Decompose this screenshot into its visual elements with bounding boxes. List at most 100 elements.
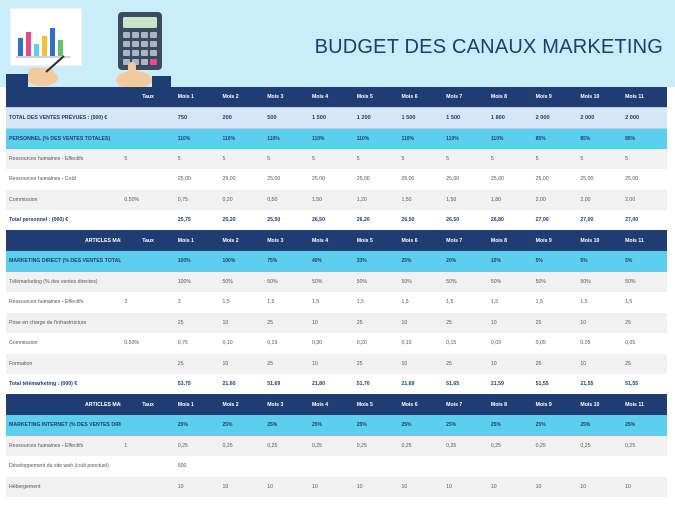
row-value: 27,00 <box>532 210 578 231</box>
row-value: 0,25 <box>398 435 444 456</box>
row-taux <box>121 456 175 477</box>
row-value: 53,75 <box>174 374 220 395</box>
row-value: 0,25 <box>577 435 623 456</box>
row-taux <box>121 374 175 395</box>
row-value: 0,20 <box>353 333 399 354</box>
row-value: 25% <box>398 415 444 436</box>
row-value <box>443 456 488 477</box>
row-value: 5 <box>219 148 265 169</box>
row-value: 10 <box>622 476 667 497</box>
row-value: 0,09 <box>487 333 533 354</box>
row-value: 5% <box>577 251 623 272</box>
row-value: 2 000 <box>622 107 667 129</box>
month-header: Mois 8 <box>487 230 533 251</box>
row-value: 0,25 <box>174 435 220 456</box>
month-header: Mois 9 <box>532 394 578 415</box>
row-label: Commission <box>6 189 122 210</box>
row-value: 25,00 <box>174 169 220 190</box>
row-value: 1,5 <box>308 292 354 313</box>
month-header: Mois 7 <box>443 87 488 108</box>
row-value: 0,25 <box>487 435 533 456</box>
table-row: Total télémarketing : (000) €53,75 21,60 5… <box>6 374 667 395</box>
row-value: 0,05 <box>532 333 578 354</box>
table-row: Total personnel : (000) € 25,75 25,20 25,50… <box>6 210 667 231</box>
table-row: Commission 0,50% 0,75 0,10 0,19 0,30 0,20 0,19 0… <box>6 333 667 354</box>
row-value: 0,25 <box>622 435 667 456</box>
row-value: 0,25 <box>219 435 265 456</box>
month-header: Mois 9 <box>532 87 578 108</box>
row-value: 10 <box>398 312 444 333</box>
row-value: 25% <box>174 415 220 436</box>
table-row: MARKETING INTERNET (% DES VENTES DIRECTE… <box>6 415 667 436</box>
table-row: Ressources humaines - Effectifs 1 0,25 0,25… <box>6 435 667 456</box>
month-header: Mois 7 <box>443 230 488 251</box>
row-taux <box>121 128 175 149</box>
row-value: 2,00 <box>577 189 623 210</box>
month-header: Mois 1 <box>174 87 220 108</box>
row-label: Total télémarketing : (000) € <box>6 374 122 395</box>
row-value: 100% <box>174 271 220 292</box>
row-value: 21,59 <box>487 374 533 395</box>
row-value: 25,75 <box>174 210 220 231</box>
row-value: 25 <box>353 353 399 374</box>
row-value: 500 <box>264 107 309 129</box>
row-value: 25% <box>353 415 399 436</box>
row-value: 110% <box>398 128 444 149</box>
row-value: 1,5 <box>443 292 488 313</box>
row-value: 110% <box>487 128 533 149</box>
row-value: 0,50 <box>264 189 309 210</box>
row-value: 25 <box>443 312 488 333</box>
month-header: Mois 5 <box>353 230 399 251</box>
row-value: 25,00 <box>219 169 265 190</box>
row-value: 2 000 <box>532 107 578 129</box>
row-value: 750 <box>174 107 220 129</box>
row-value: 10 <box>487 312 533 333</box>
month-header: Mois 6 <box>398 230 444 251</box>
row-value: 25% <box>622 415 667 436</box>
row-value: 25,00 <box>264 169 309 190</box>
row-value: 25 <box>353 312 399 333</box>
row-taux <box>121 169 175 190</box>
row-value: 27,00 <box>577 210 623 231</box>
row-value: 1,5 <box>487 292 533 313</box>
row-value: 0,05 <box>622 333 667 354</box>
table-row: TOTAL DES VENTES PRÉVUES : (000) € 750 200… <box>6 107 667 129</box>
row-value: 25 <box>443 353 488 374</box>
row-label: Commission <box>6 333 122 354</box>
row-value <box>622 456 667 477</box>
row-value: 0,25 <box>353 435 399 456</box>
row-label: Total personnel : (000) € <box>6 210 122 231</box>
month-header: Mois 1 <box>174 394 220 415</box>
row-value: 51,70 <box>353 374 399 395</box>
row-label: Formation <box>6 353 122 374</box>
row-value <box>264 456 309 477</box>
row-value: 10 <box>174 476 220 497</box>
row-value: 10 <box>219 476 265 497</box>
row-value: 50% <box>308 271 354 292</box>
row-value: 1,5 <box>219 292 265 313</box>
row-value: 0,30 <box>308 333 354 354</box>
row-value: 2 000 <box>577 107 623 129</box>
month-header: Mois 10 <box>577 230 623 251</box>
row-value: 85% <box>532 128 578 149</box>
row-value: 25% <box>577 415 623 436</box>
row-value: 21,80 <box>308 374 354 395</box>
row-value: 25 <box>264 312 309 333</box>
illustration-svg <box>6 7 171 87</box>
month-header: Mois 11 <box>622 230 667 251</box>
row-value: 10 <box>398 353 444 374</box>
taux-header: Taux <box>121 394 175 415</box>
row-value: 10 <box>308 353 354 374</box>
row-value: 1 800 <box>487 107 533 129</box>
row-label: Développement du site web (coût ponctuel… <box>6 456 122 477</box>
row-taux <box>121 312 175 333</box>
row-value: 21,55 <box>577 374 623 395</box>
row-value: 25 <box>622 312 667 333</box>
row-label: Ressources humaines - Effectifs <box>6 148 122 169</box>
row-value: 50% <box>532 271 578 292</box>
row-value: 40% <box>308 251 354 272</box>
row-value: 10 <box>219 353 265 374</box>
row-value: 10 <box>219 312 265 333</box>
month-header: Mois 10 <box>577 394 623 415</box>
row-value: 0,19 <box>398 333 444 354</box>
